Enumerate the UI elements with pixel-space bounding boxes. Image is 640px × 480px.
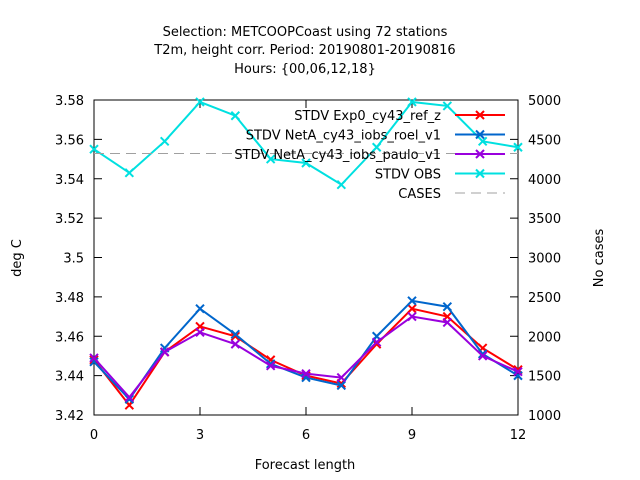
y-tick-label: 3.48	[55, 291, 84, 306]
x-tick-label: 12	[510, 428, 527, 443]
y-tick-label: 3.58	[55, 94, 84, 109]
title-line-3: Hours: {00,06,12,18}	[234, 62, 376, 77]
title-line-2: T2m, height corr. Period: 20190801-20190…	[153, 43, 455, 58]
series-stdv-neta-cy43-iobs-roel-v1	[90, 297, 522, 403]
y-tick-label: 3.46	[55, 330, 84, 345]
y2-tick-label: 2500	[528, 291, 561, 306]
data-point	[125, 169, 133, 177]
legend-item-stdv-neta-cy43-iobs-paulo-v1: STDV NetA_cy43_iobs_paulo_v1	[234, 148, 505, 163]
y2-axis-label: No cases	[592, 229, 607, 288]
data-point	[337, 181, 345, 189]
legend-item-stdv-obs: STDV OBS	[375, 168, 505, 183]
chart-title: Selection: METCOOPCoast using 72 station…	[153, 25, 455, 77]
y2-tick-label: 4500	[528, 133, 561, 148]
y2-tick-label: 1500	[528, 370, 561, 385]
y-axis-label: deg C	[10, 239, 25, 277]
series-line	[94, 301, 518, 399]
y2-tick-label: 1000	[528, 409, 561, 424]
y2-tick-label: 4000	[528, 173, 561, 188]
legend-label: STDV OBS	[375, 168, 441, 183]
y2-tick-label: 3000	[528, 252, 561, 267]
y-tick-label: 3.44	[55, 370, 84, 385]
data-point	[161, 137, 169, 145]
y-tick-label: 3.42	[55, 409, 84, 424]
y-tick-label: 3.54	[55, 173, 84, 188]
y-tick-label: 3.5	[63, 252, 84, 267]
legend-item-stdv-neta-cy43-iobs-roel-v1: STDV NetA_cy43_iobs_roel_v1	[246, 129, 505, 144]
x-tick-label: 9	[408, 428, 416, 443]
x-tick-label: 0	[90, 428, 98, 443]
data-point	[196, 305, 204, 313]
legend-item-stdv-exp0-cy43-ref-z: STDV Exp0_cy43_ref_z	[294, 109, 505, 124]
data-point	[231, 112, 239, 120]
legend-label: CASES	[398, 187, 441, 202]
y2-tick-label: 3500	[528, 212, 561, 227]
legend-label: STDV NetA_cy43_iobs_roel_v1	[246, 129, 441, 144]
legend-item-cases: CASES	[398, 187, 505, 202]
x-tick-label: 3	[196, 428, 204, 443]
x-axis-label: Forecast length	[255, 458, 356, 473]
title-line-1: Selection: METCOOPCoast using 72 station…	[163, 25, 448, 40]
y-tick-label: 3.56	[55, 133, 84, 148]
legend-label: STDV NetA_cy43_iobs_paulo_v1	[234, 148, 441, 163]
legend-label: STDV Exp0_cy43_ref_z	[294, 109, 441, 124]
y2-tick-label: 2000	[528, 330, 561, 345]
x-tick-label: 6	[302, 428, 310, 443]
y2-tick-label: 5000	[528, 94, 561, 109]
y-tick-label: 3.52	[55, 212, 84, 227]
axes: 3.423.443.463.483.53.523.543.563.5810001…	[55, 94, 561, 443]
series-layer	[90, 98, 522, 409]
